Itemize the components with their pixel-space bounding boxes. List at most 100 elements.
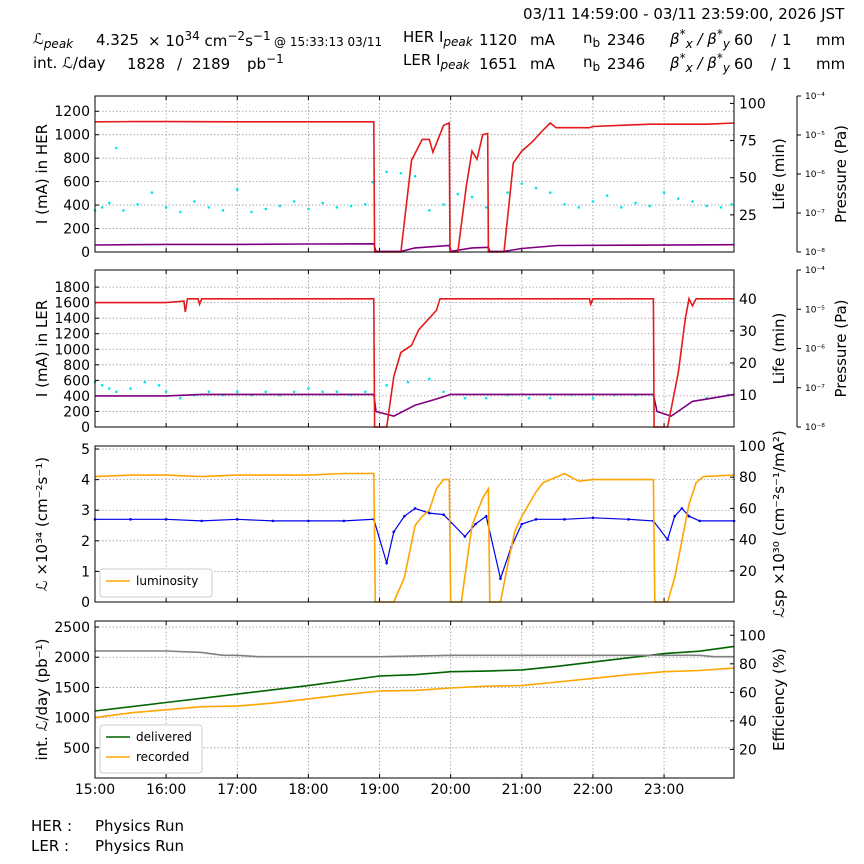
right-axis-label: ℒsp ×10³⁰ (cm⁻²s⁻¹/mA²)	[770, 430, 788, 618]
pressure-tick-label: 10⁻⁷	[805, 209, 825, 219]
life-point	[662, 191, 666, 194]
luminosity-line	[94, 472, 735, 603]
right-tick-label: 40	[739, 292, 757, 308]
life-point	[428, 209, 431, 212]
right-tick-label: 20	[739, 742, 757, 758]
x-tick-label: 16:00	[146, 782, 186, 798]
her-beta-x: β	[670, 30, 680, 48]
her-nb-sub: b	[592, 36, 601, 50]
left-axis-label: I (mA) in HER	[33, 124, 51, 224]
y-tick-label: 0	[81, 245, 90, 261]
footer-her-label: HER :	[31, 817, 73, 835]
her-nb-label: nb	[583, 29, 601, 50]
panel-frame	[94, 95, 735, 253]
pressure-line	[95, 393, 735, 417]
ler-beta-slash: /	[771, 55, 777, 73]
right-tick-label: 25	[739, 208, 757, 224]
right-tick-label: 100	[739, 96, 766, 112]
life-point	[207, 206, 211, 209]
pressure-axis-label: Pressure (Pa)	[832, 299, 850, 397]
lpeak-unit-exp3: −1	[252, 29, 271, 43]
life-point	[591, 200, 595, 203]
y-tick-label: 1800	[54, 280, 90, 296]
intl-slash: /	[177, 55, 183, 73]
y-tick-label: 1200	[54, 327, 90, 343]
y-tick-label: 600	[63, 373, 90, 389]
her-beta-y: β	[707, 30, 717, 48]
life-point	[484, 396, 488, 400]
pressure-tick-label: 10⁻⁶	[805, 170, 825, 180]
life-point	[221, 209, 225, 212]
life-point	[321, 201, 324, 205]
her-nb-text: n	[583, 29, 593, 47]
panel-frame	[94, 620, 735, 779]
panel-frame	[94, 269, 735, 428]
y-tick-label: 2500	[54, 620, 90, 636]
ler-peak-label: LER Ipeak	[403, 53, 470, 72]
life-point	[527, 396, 531, 400]
life-point	[506, 191, 509, 194]
footer-her-status: Physics Run	[95, 817, 185, 835]
ler-nb-value: 2346	[607, 55, 646, 73]
life-point	[264, 207, 268, 211]
ler-peak-value: 1651	[479, 55, 518, 73]
y-tick-label: 1000	[54, 711, 90, 727]
life-point	[677, 197, 680, 200]
life-point	[428, 377, 431, 381]
lpeak-unit-s: s	[245, 32, 253, 50]
y-tick-label: 1000	[54, 342, 90, 358]
y-tick-label: 1200	[54, 104, 90, 120]
y-tick-label: 1000	[54, 128, 90, 144]
life-point	[577, 206, 581, 209]
x-tick-label: 18:00	[288, 782, 328, 798]
ler-beta-unit: mm	[816, 55, 846, 73]
life-point	[150, 191, 154, 194]
pressure-line	[94, 242, 735, 253]
pressure-tick-label: 10⁻⁴	[805, 266, 825, 276]
right-tick-label: 50	[739, 171, 757, 187]
her-peak-label-text: HER I	[403, 28, 444, 46]
ler-beta-x-value: 60	[734, 55, 754, 73]
intl-unit-base: pb	[247, 55, 267, 73]
right-tick-label: 80	[739, 657, 757, 673]
intl-unit-exp: −1	[266, 52, 284, 66]
y-tick-label: 0	[81, 595, 90, 611]
life-point	[364, 390, 367, 394]
lpeak-sub: peak	[43, 37, 74, 51]
right-axis-label: Life (min)	[770, 313, 788, 385]
ler-nb-label: nb	[583, 55, 600, 74]
life-point	[115, 146, 118, 150]
her-beta-x-value: 60	[734, 31, 754, 49]
life-point	[164, 206, 168, 209]
lpeak-unit-pre: × 10	[148, 32, 185, 50]
right-tick-label: 20	[739, 564, 757, 580]
y-tick-label: 200	[63, 222, 90, 238]
right-tick-label: 75	[739, 134, 757, 150]
life-point	[591, 396, 595, 400]
y-tick-label: 500	[63, 741, 90, 757]
y-tick-label: 1600	[54, 296, 90, 312]
footer-ler-status: Physics Run	[95, 837, 185, 855]
life-point	[442, 203, 445, 206]
footer-ler-label: LER :	[31, 837, 70, 855]
pressure-axis-label: Pressure (Pa)	[832, 125, 850, 223]
life-point	[143, 380, 147, 384]
intl-label: int. ℒ/day	[33, 54, 106, 72]
her-beta-slash: /	[771, 31, 777, 49]
life-point	[385, 170, 388, 174]
x-tick-label: 21:00	[502, 782, 542, 798]
x-tick-label: 19:00	[359, 782, 399, 798]
left-axis-label: int. ℒ/day (pb⁻¹)	[33, 639, 51, 761]
life-point	[335, 390, 339, 394]
x-tick-label: 17:00	[217, 782, 257, 798]
y-tick-label: 600	[63, 175, 90, 191]
ler-beta-y: β	[707, 54, 717, 72]
life-point	[235, 188, 239, 191]
her-peak-sub: peak	[443, 35, 473, 49]
life-point	[179, 396, 182, 400]
life-point	[235, 390, 239, 394]
time-range: 03/11 14:59:00 - 03/11 23:59:00, 2026 JS…	[523, 5, 845, 23]
panel-luminosity	[93, 445, 736, 603]
x-tick-label: 22:00	[573, 782, 613, 798]
